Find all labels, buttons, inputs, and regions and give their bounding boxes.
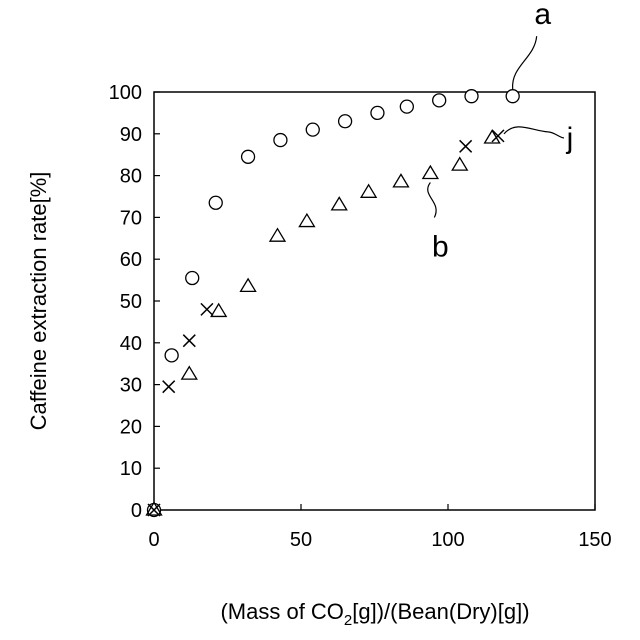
data-point-triangle <box>361 185 376 198</box>
data-point-circle <box>465 90 478 103</box>
data-point-triangle <box>452 158 467 171</box>
callout-leader-line <box>504 127 564 138</box>
data-point-circle <box>433 94 446 107</box>
data-point-circle <box>274 134 287 147</box>
data-point-triangle <box>270 229 285 242</box>
callout-leader-line <box>513 36 537 89</box>
x-axis-ticks: 0 50 100 150 <box>148 504 611 551</box>
y-axis-ticks: 0 10 20 30 40 50 60 70 80 90 100 <box>109 82 160 522</box>
y-tick-label: 70 <box>120 207 142 229</box>
data-point-circle <box>371 106 384 119</box>
y-tick-label: 100 <box>109 82 142 104</box>
x-tick-label: 100 <box>431 529 464 551</box>
data-point-circle <box>306 123 319 136</box>
data-point-triangle <box>182 367 197 380</box>
y-tick-label: 0 <box>131 500 142 522</box>
data-point-circle <box>242 150 255 163</box>
data-markers <box>147 90 520 517</box>
x-tick-label: 150 <box>578 529 611 551</box>
data-point-circle <box>400 100 413 113</box>
data-point-triangle <box>332 197 347 210</box>
data-point-cross <box>201 303 213 315</box>
x-axis-title: (Mass of CO2[g])/(Bean(Dry)[g]) <box>220 599 529 629</box>
y-axis-title: Caffeine extraction rate[%] <box>26 172 51 431</box>
data-point-circle <box>506 90 519 103</box>
callout-label-b: b <box>432 231 449 264</box>
data-point-circle <box>209 196 222 209</box>
data-point-circle <box>165 349 178 362</box>
y-tick-label: 50 <box>120 291 142 313</box>
callout-label-a: a <box>534 0 551 31</box>
data-point-circle <box>186 272 199 285</box>
y-tick-label: 60 <box>120 249 142 271</box>
y-tick-label: 40 <box>120 333 142 355</box>
y-tick-label: 20 <box>120 416 142 438</box>
chart: 0 10 20 30 40 50 60 70 80 90 100 0 50 100 150 a b j Caf… <box>0 0 640 640</box>
callout-label-j: j <box>566 122 574 155</box>
x-tick-label: 50 <box>290 529 312 551</box>
y-tick-label: 80 <box>120 166 142 188</box>
x-tick-label: 0 <box>148 529 159 551</box>
data-point-cross <box>460 140 472 152</box>
data-point-triangle <box>423 166 438 179</box>
data-point-triangle <box>241 279 256 292</box>
y-tick-label: 30 <box>120 375 142 397</box>
data-point-triangle <box>299 214 314 227</box>
data-point-cross <box>163 381 175 393</box>
data-point-circle <box>339 115 352 128</box>
callout-leader-line <box>428 183 436 218</box>
data-point-triangle <box>211 304 226 317</box>
y-tick-label: 90 <box>120 124 142 146</box>
callout-leaders <box>428 36 564 217</box>
data-point-triangle <box>393 174 408 187</box>
data-point-cross <box>183 335 195 347</box>
plot-area <box>154 92 595 510</box>
y-tick-label: 10 <box>120 458 142 480</box>
